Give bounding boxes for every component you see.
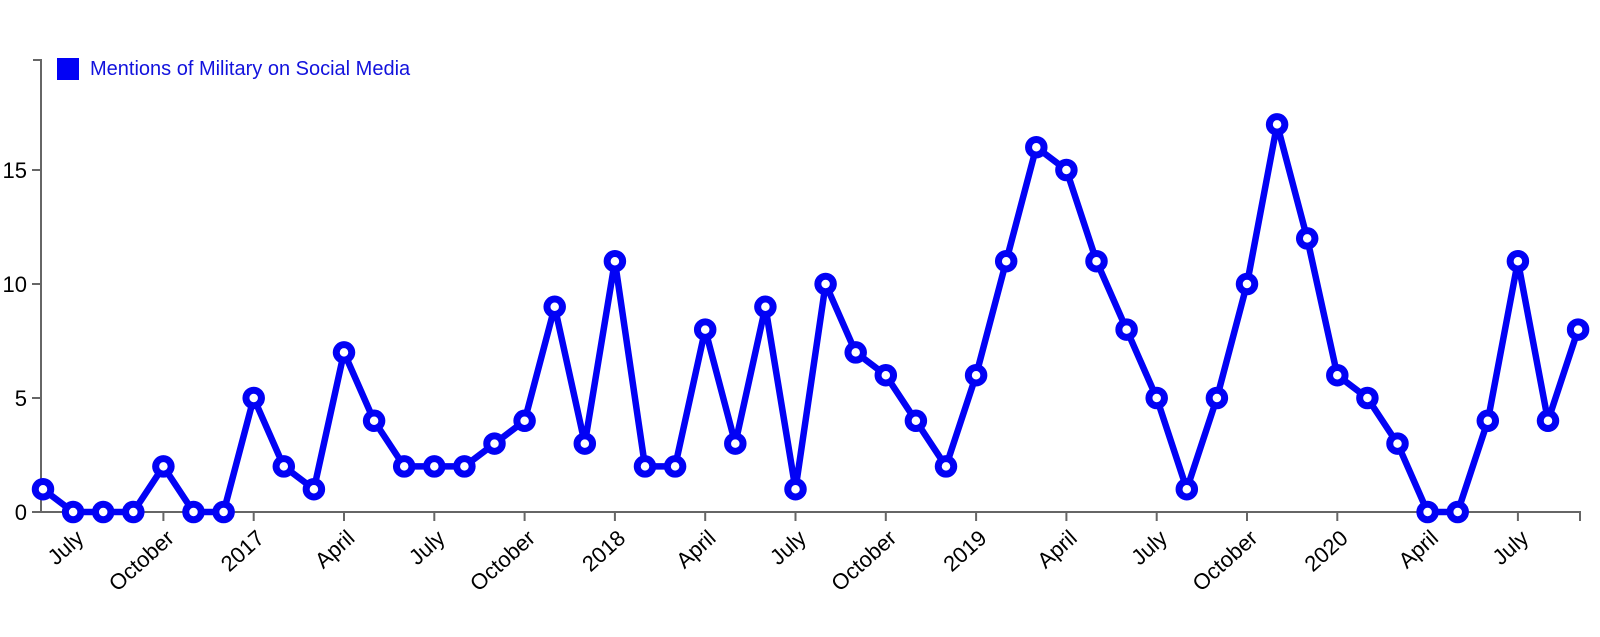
y-tick-label: 15 (3, 158, 27, 183)
data-point (663, 455, 687, 478)
data-point (994, 249, 1018, 273)
data-point (1416, 500, 1439, 524)
data-point (1235, 272, 1259, 296)
data-point (242, 386, 265, 410)
data-point (1386, 432, 1409, 455)
x-tick-label: 2019 (938, 525, 991, 576)
data-point (814, 272, 837, 296)
data-point (122, 500, 145, 524)
legend-item: Mentions of Military on Social Media (57, 58, 410, 80)
x-tick-label: July (1126, 525, 1172, 570)
x-tick-label: October (826, 525, 901, 596)
data-point (543, 295, 566, 319)
data-point (392, 455, 416, 478)
x-tick-label: July (765, 525, 811, 570)
data-point (332, 341, 356, 364)
x-tick-label: 2018 (577, 525, 630, 576)
data-point (874, 363, 898, 387)
data-point (693, 318, 717, 341)
data-point (423, 455, 446, 478)
data-point (182, 500, 205, 524)
data-point (633, 455, 657, 478)
data-point (1265, 113, 1289, 136)
data-point (1446, 500, 1469, 524)
data-point (1115, 318, 1138, 341)
x-tick-label: April (310, 525, 359, 573)
data-point (904, 409, 928, 433)
data-point (1205, 386, 1229, 410)
x-tick-label: 2020 (1300, 525, 1353, 576)
data-point (1295, 227, 1319, 250)
data-point (1356, 386, 1379, 410)
data-point (1476, 409, 1500, 433)
data-point (212, 500, 235, 524)
x-tick-label: October (465, 525, 540, 596)
data-point (483, 432, 506, 455)
data-point (1145, 386, 1168, 410)
data-point (91, 500, 115, 524)
x-tick-label: July (404, 525, 450, 570)
data-point (453, 455, 476, 478)
y-tick-label: 0 (15, 500, 27, 525)
data-point (724, 432, 747, 455)
data-point (1085, 249, 1108, 273)
data-point (784, 477, 807, 501)
data-point (1536, 409, 1560, 433)
x-tick-label: April (1394, 525, 1443, 573)
data-point (1506, 249, 1530, 273)
data-point (272, 455, 296, 478)
data-point (61, 500, 85, 524)
data-point (31, 477, 55, 501)
x-tick-label: October (104, 525, 179, 596)
data-point (152, 455, 175, 478)
data-point (1175, 477, 1199, 501)
data-point (362, 409, 386, 433)
data-point (844, 341, 867, 364)
data-point (603, 249, 627, 273)
x-tick-label: October (1187, 525, 1262, 596)
data-point (1055, 158, 1078, 182)
y-tick-label: 5 (15, 386, 27, 411)
data-point (1326, 363, 1349, 387)
x-tick-label: July (43, 525, 89, 570)
data-point (964, 363, 988, 387)
data-point (573, 432, 597, 455)
data-point (302, 477, 326, 501)
legend-swatch (57, 58, 79, 80)
data-point (754, 295, 777, 319)
x-tick-label: July (1487, 525, 1533, 570)
data-point (1025, 135, 1048, 159)
series-line (39, 121, 1582, 516)
data-point (513, 409, 536, 433)
data-point (1566, 318, 1590, 341)
legend-label: Mentions of Military on Social Media (90, 58, 411, 80)
axis-spine (33, 59, 1581, 521)
x-tick-label: 2017 (216, 525, 269, 576)
data-point (934, 455, 958, 478)
x-tick-label: April (1032, 525, 1081, 573)
y-tick-label: 10 (3, 272, 27, 297)
x-tick-label: April (671, 525, 720, 573)
